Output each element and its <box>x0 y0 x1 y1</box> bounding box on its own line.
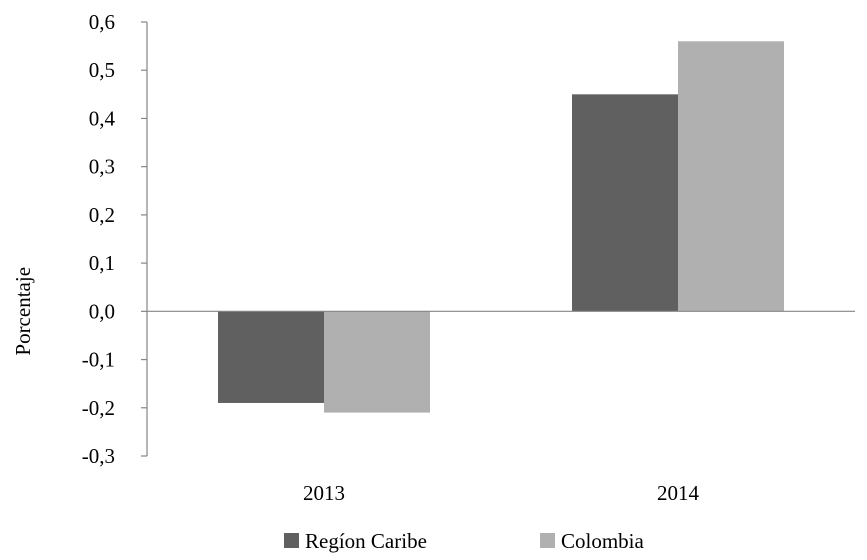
y-tick-label: 0,1 <box>89 251 115 275</box>
bars-layer <box>218 41 784 413</box>
bar-2014-series-2 <box>678 41 784 312</box>
x-tick-label: 2013 <box>303 481 345 505</box>
y-tick-label: 0,3 <box>89 155 115 179</box>
y-tick-label: 0,4 <box>89 106 116 130</box>
y-tick-label: -0,2 <box>82 396 115 420</box>
legend-label: Colombia <box>561 529 645 553</box>
y-tick-label: 0,2 <box>89 203 115 227</box>
bar-2014-series-1 <box>572 94 678 312</box>
y-tick-label: -0,1 <box>82 348 115 372</box>
legend-swatch <box>284 533 299 548</box>
bar-2013-series-2 <box>324 311 430 413</box>
legend-swatch <box>540 533 555 548</box>
y-tick-label: -0,3 <box>82 444 115 468</box>
y-tick-label: 0,0 <box>89 299 115 323</box>
bar-2013-series-1 <box>218 311 324 403</box>
legend: Regíon Caribe Colombia <box>284 529 645 553</box>
y-axis-title: Porcentaje <box>11 267 35 356</box>
y-axis-ticks: 0,6 0,5 0,4 0,3 0,2 0,1 0,0 -0,1 -0,2 -0,3 <box>82 10 147 468</box>
x-axis-ticks: 2013 2014 <box>303 481 700 505</box>
y-tick-label: 0,5 <box>89 58 115 82</box>
y-tick-label: 0,6 <box>89 10 115 34</box>
legend-label: Regíon Caribe <box>305 529 427 553</box>
x-tick-label: 2014 <box>657 481 700 505</box>
